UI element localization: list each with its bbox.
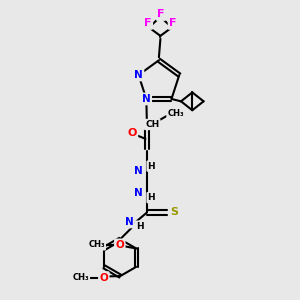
Text: H: H: [148, 193, 155, 202]
Text: O: O: [100, 273, 108, 283]
Text: N: N: [134, 188, 142, 198]
Text: CH₃: CH₃: [88, 240, 105, 249]
Text: O: O: [116, 240, 124, 250]
Text: F: F: [157, 10, 165, 20]
Text: N: N: [125, 217, 134, 227]
Text: F: F: [169, 18, 177, 28]
Text: H: H: [136, 222, 144, 231]
Text: N: N: [134, 70, 143, 80]
Text: O: O: [128, 128, 137, 138]
Text: N: N: [134, 166, 142, 176]
Text: H: H: [148, 162, 155, 171]
Text: CH: CH: [145, 120, 159, 129]
Text: CH₃: CH₃: [72, 273, 89, 282]
Text: F: F: [144, 18, 152, 28]
Text: N: N: [142, 94, 151, 104]
Text: S: S: [170, 208, 178, 218]
Text: CH₃: CH₃: [167, 109, 184, 118]
